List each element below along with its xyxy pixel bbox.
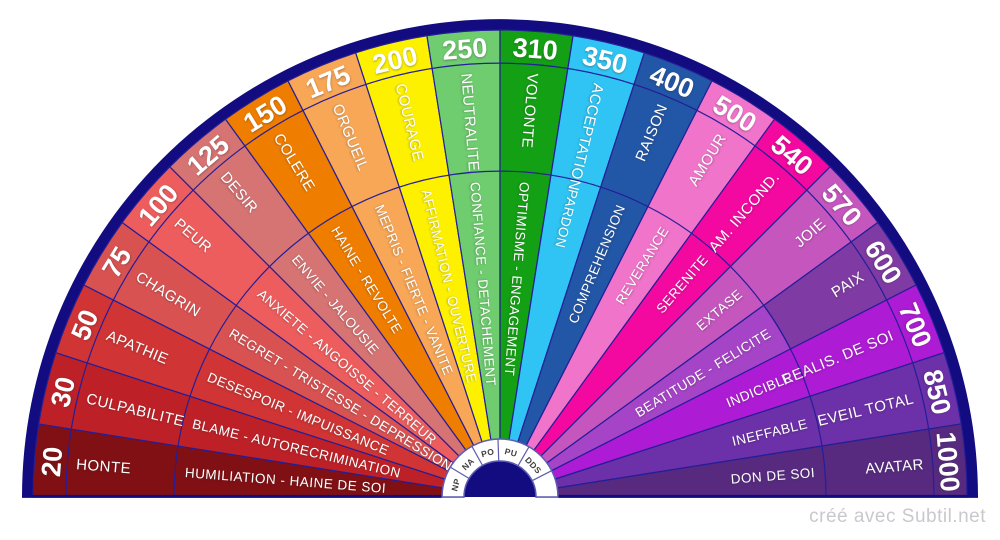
sector-value: 250	[441, 32, 488, 65]
sector-value: 310	[512, 32, 559, 65]
center-ring	[441, 438, 559, 498]
number-band-arc	[65, 62, 935, 498]
center-ring-tick	[449, 466, 470, 479]
sector-sublabel: DON DE SOI	[730, 465, 815, 487]
sector-label: VOLONTE	[518, 73, 541, 149]
sector-label: AVATAR	[865, 456, 925, 478]
sector-label: HONTE	[76, 456, 132, 477]
watermark: créé avec Subtil.net	[809, 506, 986, 527]
sector-value: 30	[45, 374, 81, 410]
center-ring-label: PO	[480, 446, 495, 459]
sector-value: 20	[36, 446, 68, 478]
center-ring-tick	[517, 446, 530, 467]
center-ring-tick	[497, 439, 500, 462]
center-ring-tick	[531, 470, 552, 482]
sublabel-band-arc	[173, 170, 827, 498]
center-ring-tick	[471, 445, 484, 466]
center-ring-label: NP	[449, 477, 462, 492]
center-ring-label: PU	[504, 446, 519, 459]
sector-value: 1000	[931, 431, 966, 493]
